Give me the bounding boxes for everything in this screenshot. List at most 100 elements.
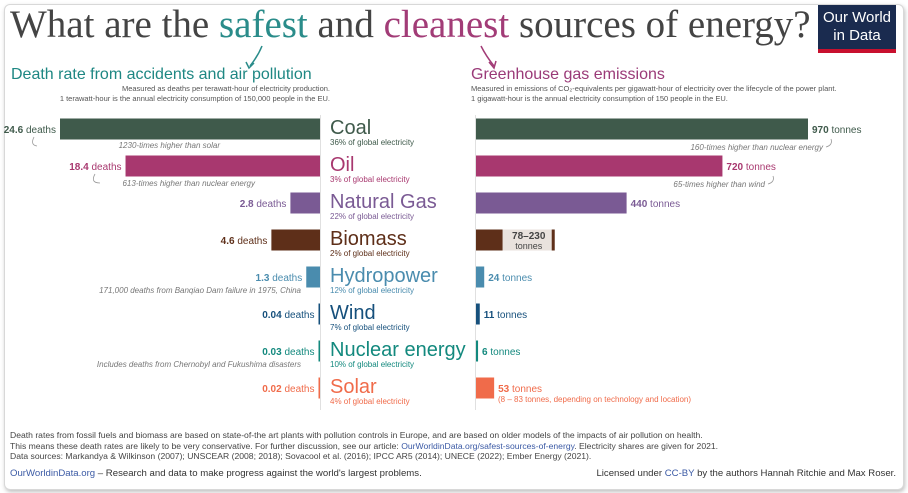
emission-value-number: 53 — [498, 384, 510, 395]
death-value-number: 0.03 — [262, 347, 282, 358]
emission-value-unit: tonnes — [509, 384, 542, 395]
share-label-nuclear-energy: 10% of global electricity — [330, 360, 414, 369]
death-value-wind: 0.04 deaths — [262, 310, 314, 321]
article-link[interactable]: OurWorldinData.org/safest-sources-of-ene… — [401, 440, 575, 451]
title-part: What are the — [10, 3, 219, 46]
emission-value-wind: 11 tonnes — [484, 310, 527, 321]
emission-unit-biomass: tonnes — [515, 241, 543, 251]
death-value-unit: deaths — [282, 384, 315, 395]
emission-bar-wind — [476, 303, 480, 325]
death-bar-oil — [125, 155, 320, 177]
death-value-number: 18.4 — [69, 162, 89, 173]
death-value-unit: deaths — [282, 347, 315, 358]
title-safest: safest — [218, 3, 308, 46]
death-bar-hydropower — [306, 266, 320, 288]
footer-note: This means these death rates are likely … — [10, 441, 900, 452]
death-bar-coal — [60, 118, 320, 140]
emission-range-end-biomass — [551, 229, 555, 251]
death-value-biomass: 4.6 deaths — [221, 236, 268, 247]
death-value-number: 2.8 — [240, 199, 254, 210]
category-label-coal: Coal — [330, 117, 371, 139]
emission-value-solar: 53 tonnes — [498, 384, 542, 395]
category-label-nuclear-energy: Nuclear energy — [330, 339, 466, 361]
death-bar-wind — [318, 303, 320, 325]
death-value-unit: deaths — [269, 273, 302, 284]
license-link[interactable]: CC-BY — [664, 468, 695, 479]
emission-value-number: 970 — [812, 125, 829, 136]
emission-bar-solar — [476, 377, 495, 399]
footer-text: This means these death rates are likely … — [10, 440, 402, 451]
cleanest-arrow-head — [488, 60, 497, 70]
emission-bar-biomass — [476, 229, 503, 251]
death-value-number: 4.6 — [221, 236, 235, 247]
death-value-coal: 24.6 deaths — [4, 125, 56, 136]
share-label-hydropower: 12% of global electricity — [330, 286, 414, 295]
right-chart-title: Greenhouse gas emissions — [471, 66, 665, 83]
footer-mission: OurWorldinData.org – Research and data t… — [10, 468, 900, 479]
death-value-unit: deaths — [235, 236, 268, 247]
death-value-oil: 18.4 deaths — [69, 162, 121, 173]
emission-value-unit: tonnes — [494, 310, 527, 321]
emission-value-unit: tonnes — [488, 347, 521, 358]
left-chart-subtitle: Measured as deaths per terawatt-hour of … — [121, 84, 330, 93]
death-value-number: 0.02 — [262, 384, 282, 395]
site-link[interactable]: OurWorldinData.org — [10, 468, 96, 479]
emission-value-nuclear-energy: 6 tonnes — [482, 347, 520, 358]
title-part: and — [307, 3, 384, 46]
left-note-hydropower: 171,000 deaths from Banqiao Dam failure … — [99, 286, 301, 295]
emission-value-natural-gas: 440 tonnes — [631, 199, 681, 210]
emission-value-number: 720 — [726, 162, 743, 173]
left-note-coal: 1230-times higher than solar — [119, 141, 221, 150]
emission-value-number: 24 — [488, 273, 500, 284]
mission-text: – Research and data to make progress aga… — [95, 468, 422, 479]
share-label-wind: 7% of global electricity — [330, 323, 410, 332]
death-bar-nuclear-energy — [318, 340, 320, 362]
right-note-coal: 160-times higher than nuclear energy — [690, 143, 824, 152]
note-arrow-oil — [92, 173, 101, 184]
emission-bar-hydropower — [476, 266, 485, 288]
emission-bar-oil — [476, 155, 723, 177]
safest-arrow-head — [245, 61, 255, 70]
death-value-unit: deaths — [89, 162, 122, 173]
title-part: sources of energy? — [509, 3, 811, 46]
cleanest-arrow — [480, 45, 495, 67]
chart-frame — [4, 4, 904, 490]
share-label-natural-gas: 22% of global electricity — [330, 212, 414, 221]
owid-logo[interactable]: Our World in Data — [818, 5, 896, 53]
emission-bar-coal — [476, 118, 808, 140]
left-chart-subtitle: 1 terawatt-hour is the annual electricit… — [59, 94, 330, 103]
death-bar-natural-gas — [290, 192, 320, 214]
left-chart-title: Death rate from accidents and air pollut… — [11, 66, 312, 83]
title-cleanest: cleanest — [383, 3, 510, 46]
share-label-biomass: 2% of global electricity — [330, 249, 410, 258]
share-label-coal: 36% of global electricity — [330, 138, 414, 147]
death-value-number: 1.3 — [256, 273, 270, 284]
right-note-oil: 65-times higher than wind — [673, 180, 765, 189]
death-value-nuclear-energy: 0.03 deaths — [262, 347, 314, 358]
emission-value-oil: 720 tonnes — [726, 162, 776, 173]
note-arrow-coal — [32, 136, 38, 147]
death-bar-biomass — [271, 229, 320, 251]
death-value-number: 0.04 — [262, 310, 282, 321]
left-header: Death rate from accidents and air pollut… — [10, 66, 330, 104]
emission-value-unit: tonnes — [743, 162, 776, 173]
death-value-number: 24.6 — [4, 125, 24, 136]
left-note-oil: 613-times higher than nuclear energy — [122, 179, 256, 188]
license-text: by the authors Hannah Ritchie and Max Ro… — [694, 468, 896, 479]
emission-value-number: 11 — [484, 310, 495, 321]
category-label-hydropower: Hydropower — [330, 265, 438, 287]
share-label-solar: 4% of global electricity — [330, 397, 410, 406]
right-chart-subtitle: Measured in emissions of CO₂-equivalents… — [471, 84, 837, 93]
share-label-oil: 3% of global electricity — [330, 175, 410, 184]
footer-note: Death rates from fossil fuels and biomas… — [10, 430, 703, 440]
emission-value-number: 440 — [631, 199, 648, 210]
note-arrow-oil — [767, 175, 774, 185]
emission-value-number: 6 — [482, 347, 488, 358]
death-bar-solar — [318, 377, 320, 399]
left-note-nuclear-energy: Includes deaths from Chernobyl and Fukus… — [97, 360, 301, 369]
category-label-solar: Solar — [330, 376, 377, 398]
right-chart-subtitle: 1 gigawatt-hour is the annual electricit… — [471, 94, 728, 103]
death-value-hydropower: 1.3 deaths — [256, 273, 303, 284]
emission-value-hydropower: 24 tonnes — [488, 273, 532, 284]
